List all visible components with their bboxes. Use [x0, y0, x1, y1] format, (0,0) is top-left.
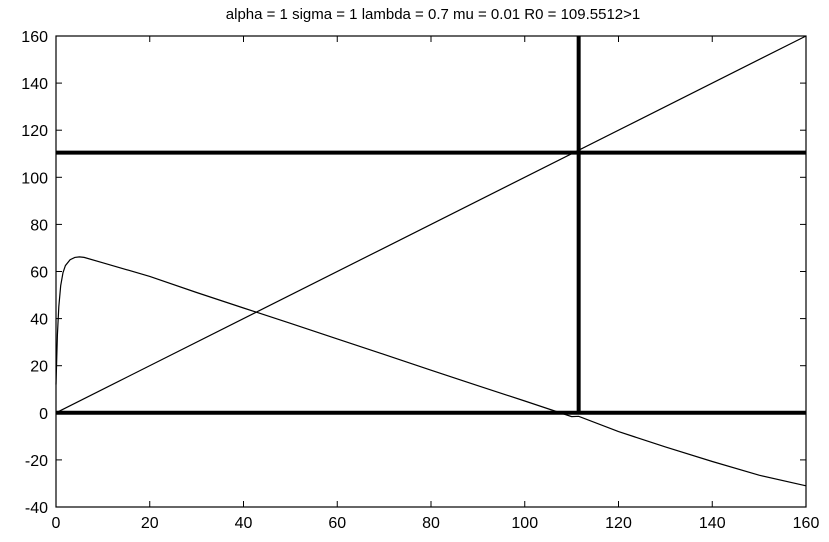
series-line-1	[55, 35, 807, 414]
x-tick-label: 40	[235, 515, 253, 532]
x-tick-label: 20	[141, 515, 159, 532]
x-tick-label: 0	[52, 515, 61, 532]
x-tick-label: 160	[793, 515, 820, 532]
reference-lines	[56, 36, 806, 415]
y-tick-label: 160	[21, 29, 48, 46]
y-tick-label: 140	[21, 76, 48, 93]
x-tick-label: 100	[511, 515, 538, 532]
x-tick-label: 120	[605, 515, 632, 532]
y-tick-label: 20	[30, 359, 48, 376]
y-tick-label: 60	[30, 265, 48, 282]
y-tick-label: -20	[25, 453, 48, 470]
y-tick-label: 120	[21, 123, 48, 140]
series-group	[55, 35, 807, 487]
y-tick-label: 0	[39, 406, 48, 423]
y-axis: -40 -20 0 20 40 60 80 100 120 140 160	[21, 29, 806, 517]
x-tick-label: 140	[699, 515, 726, 532]
x-tick-label: 60	[328, 515, 346, 532]
y-tick-label: 100	[21, 170, 48, 187]
y-tick-label: 40	[30, 312, 48, 329]
y-tick-label: 80	[30, 217, 48, 234]
x-tick-label: 80	[422, 515, 440, 532]
plot-area-frame	[55, 35, 807, 508]
y-tick-label: -40	[25, 500, 48, 517]
chart-title: alpha = 1 sigma = 1 lambda = 0.7 mu = 0.…	[226, 6, 640, 23]
series-line-2	[55, 256, 807, 487]
x-axis: 0 20 40 60 80 100 120 140 160	[52, 36, 820, 532]
